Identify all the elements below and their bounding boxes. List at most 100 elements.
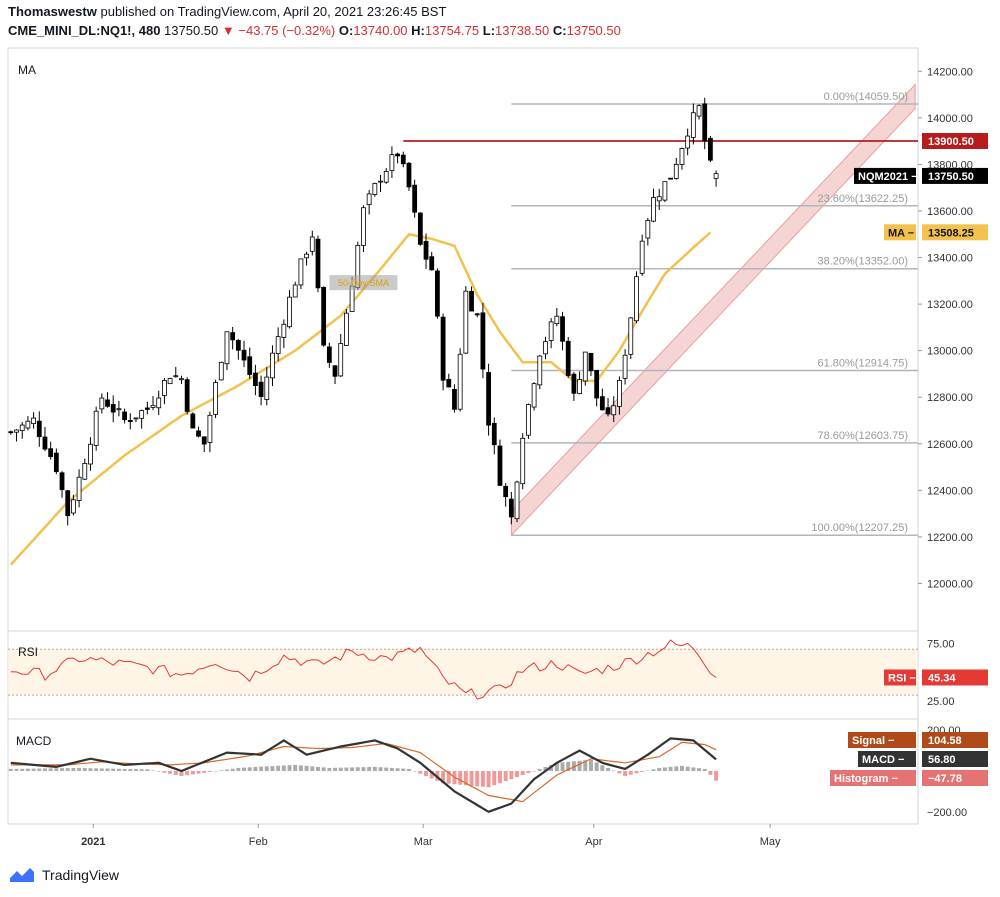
footer-brand[interactable]: TradingView: [8, 866, 119, 884]
price-tag-name: Signal −: [852, 735, 895, 747]
histogram-bar: [31, 768, 36, 771]
symbol-name[interactable]: CME_MINI_DL:NQ1!, 480: [8, 23, 161, 38]
candle-body: [173, 375, 179, 378]
x-tick-label: Feb: [249, 836, 268, 848]
candle-body: [184, 379, 190, 412]
axes: 14200.0014000.0013800.0013600.0013400.00…: [81, 66, 973, 848]
histogram-bar: [65, 768, 70, 771]
candle-body: [702, 103, 708, 142]
histogram-bar: [242, 767, 247, 771]
candle-body: [708, 137, 713, 161]
candle-body: [338, 343, 344, 377]
candle-body: [315, 238, 321, 289]
candle-body: [133, 417, 139, 420]
candle-body: [668, 177, 673, 180]
author-name[interactable]: Thomaswestw: [8, 4, 97, 19]
histogram-bar: [202, 770, 207, 773]
histogram-bar: [156, 770, 161, 772]
histogram-bar: [270, 766, 275, 771]
histogram-bar: [179, 770, 184, 777]
candle-body: [400, 154, 406, 165]
y-tick-label: 14200.00: [927, 66, 973, 78]
x-tick-label: Mar: [414, 836, 433, 848]
candle-body: [605, 407, 611, 415]
histogram-bar: [520, 770, 525, 776]
histogram-bar: [418, 770, 423, 774]
macd-pane-title: MACD: [16, 734, 52, 748]
candle-body: [190, 413, 196, 429]
histogram-bar: [560, 762, 565, 771]
histogram-bar: [651, 769, 656, 771]
histogram-bar: [526, 770, 531, 774]
histogram-bar: [247, 767, 252, 771]
histogram-bar: [213, 770, 218, 772]
main-pane[interactable]: 0.00%(14059.50) 23.60%(13622.25) 38.20%(13…: [8, 83, 918, 566]
candle-body: [42, 436, 48, 450]
histogram-bar: [293, 764, 298, 771]
candle-body: [565, 340, 571, 376]
histogram-bar: [600, 765, 605, 771]
price-tag-value: 13508.25: [928, 227, 974, 239]
candle-body: [281, 323, 287, 338]
rsi-band: [8, 649, 918, 696]
y-tick-label: 13000.00: [927, 346, 973, 358]
candle-body: [656, 196, 662, 202]
price-tag: Signal − 104.58: [848, 732, 988, 748]
histogram-bar: [111, 768, 116, 771]
candle-body: [14, 429, 19, 433]
histogram-bar: [48, 768, 53, 771]
histogram-bar: [333, 767, 338, 771]
candle-body: [82, 462, 88, 480]
y-tick-label: 13400.00: [927, 253, 973, 265]
histogram-bar: [287, 765, 292, 771]
candle-body: [326, 346, 332, 363]
candle-body: [690, 112, 696, 138]
x-tick-label: May: [760, 836, 781, 848]
rsi-pane-title: RSI: [18, 645, 38, 659]
candle-body: [662, 181, 668, 201]
candle-body: [474, 313, 480, 316]
price-tag-name-box: [830, 770, 916, 786]
rsi-pane[interactable]: [8, 639, 918, 700]
histogram-bar: [480, 770, 485, 787]
candle-body: [19, 424, 25, 432]
candle-body: [497, 445, 503, 486]
price-tag-value: −47.78: [928, 773, 962, 785]
candle-body: [127, 420, 133, 422]
fib-label: 100.00%(12207.25): [811, 522, 908, 534]
rsi-line: [10, 639, 717, 700]
histogram-bar: [611, 770, 616, 772]
histogram-bar: [133, 769, 138, 771]
histogram-bar: [645, 770, 650, 772]
candle-body: [713, 173, 719, 179]
histogram-bar: [162, 770, 167, 773]
price-tag-name-box: [884, 669, 916, 686]
histogram-bar: [327, 767, 332, 771]
histogram-bar: [8, 768, 13, 771]
histogram-bar: [492, 770, 497, 786]
candle-body: [309, 236, 315, 252]
histogram-bar: [577, 760, 582, 771]
histogram-bar: [634, 770, 639, 774]
candle-body: [25, 420, 31, 429]
price-tag-name-box: [858, 751, 916, 767]
macd-line: [10, 737, 717, 814]
candle-body: [463, 290, 469, 354]
price-tag-name-box: [854, 167, 916, 184]
candle-body: [503, 485, 509, 498]
candle-body: [218, 361, 224, 381]
candle-body: [366, 193, 372, 205]
histogram-bar: [395, 768, 400, 771]
candle-body: [241, 349, 247, 361]
candle-body: [53, 452, 59, 473]
candle-body: [275, 336, 281, 354]
price-tag-value: 56.80: [928, 754, 956, 766]
macd-pane[interactable]: [8, 737, 719, 814]
histogram-bar: [503, 770, 508, 782]
price-tag-box: [922, 770, 988, 786]
candle-body: [531, 383, 537, 408]
histogram-bar: [532, 770, 537, 772]
histogram-bar: [145, 769, 150, 771]
candle-body: [389, 154, 395, 171]
